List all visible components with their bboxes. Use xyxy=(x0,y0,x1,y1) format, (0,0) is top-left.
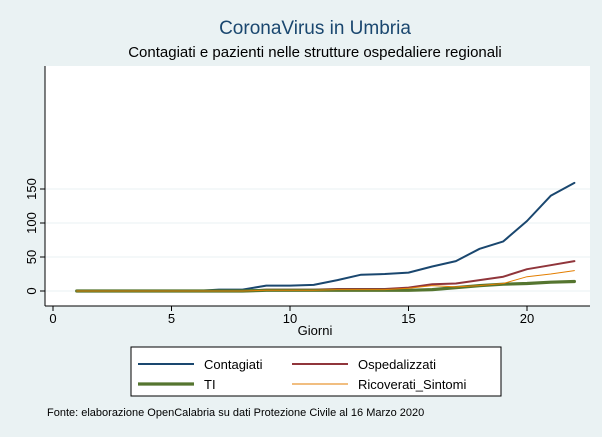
x-tick-label: 10 xyxy=(283,311,297,326)
x-tick-label: 15 xyxy=(401,311,415,326)
series-line-ricoverati-sintomi xyxy=(76,270,575,292)
legend-label-ti: TI xyxy=(204,377,216,392)
x-tick-label: 0 xyxy=(49,311,56,326)
y-tick-label: 0 xyxy=(24,287,39,294)
source-note: Fonte: elaborazione OpenCalabria su dati… xyxy=(47,407,424,419)
y-tick-label: 150 xyxy=(24,178,39,200)
plot-area xyxy=(45,66,590,306)
x-tick-label: 20 xyxy=(520,311,534,326)
y-tick-label: 100 xyxy=(24,212,39,234)
legend-label-ricoverati-sintomi: Ricoverati_Sintomi xyxy=(358,377,466,392)
legend: Contagiati Ospedalizzati TI Ricoverati_Sint… xyxy=(138,357,466,392)
axis-layer: 0 50 100 150 0 5 10 15 20 xyxy=(24,66,590,326)
chart-subtitle: Contagiati e pazienti nelle strutture os… xyxy=(128,44,502,61)
series-layer xyxy=(75,181,577,293)
legend-label-contagiati: Contagiati xyxy=(204,357,263,372)
chart-title: CoronaVirus in Umbria xyxy=(219,18,411,39)
legend-label-ospedalizzati: Ospedalizzati xyxy=(358,357,436,372)
x-axis-label: Giorni xyxy=(298,323,333,338)
legend-box xyxy=(130,346,502,397)
x-tick-label: 5 xyxy=(168,311,175,326)
y-tick-label: 50 xyxy=(24,250,39,264)
